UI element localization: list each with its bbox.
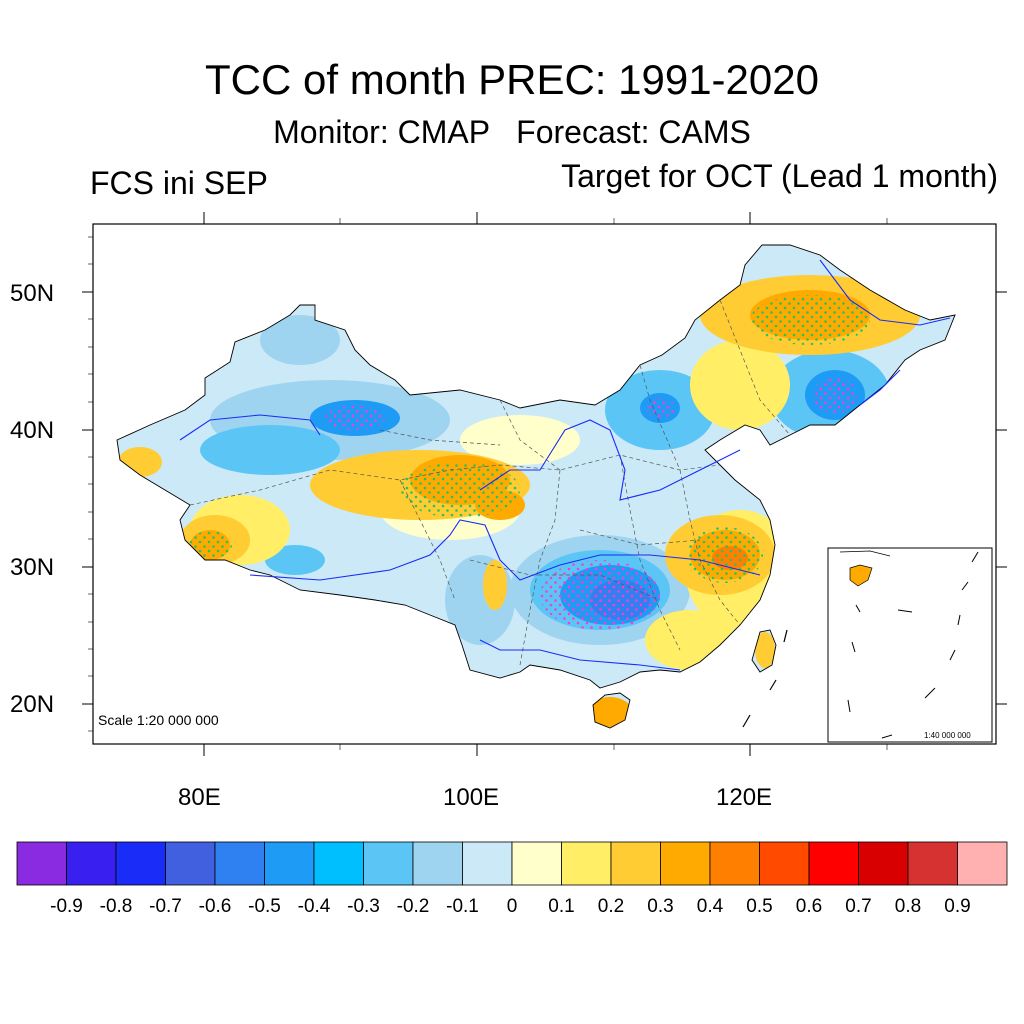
colorbar-box <box>264 841 315 886</box>
colorbar-box <box>165 841 216 886</box>
colorbar-box <box>709 841 760 886</box>
x-tick-label-100e: 100E <box>443 784 500 811</box>
colorbar-box <box>660 841 711 886</box>
colorbar-box <box>313 841 364 886</box>
colorbar-box <box>16 841 67 886</box>
colorbar-box <box>66 841 117 886</box>
init-label: FCS ini SEP <box>90 165 268 201</box>
map-title: TCC of month PREC: 1991-2020 <box>205 56 819 103</box>
colorbar-box <box>858 841 909 886</box>
colorbar-tick-label: -0.6 <box>198 896 232 917</box>
colorbar-box <box>462 841 513 886</box>
colorbar-tick-label: 0.3 <box>647 896 674 917</box>
colorbar-tick-label: -0.4 <box>297 896 331 917</box>
colorbar-tick-label: -0.2 <box>396 896 430 917</box>
colorbar-tick-label: 0.8 <box>894 896 922 917</box>
axis-ticks <box>82 212 1007 756</box>
colorbar-tick-label: -0.8 <box>99 896 133 917</box>
inset-map <box>839 550 979 739</box>
x-tick-label-120e: 120E <box>716 784 773 811</box>
colorbar-box <box>214 841 265 886</box>
main-scale-label: Scale 1:20 000 000 <box>98 712 219 728</box>
y-tick-label-20n: 20N <box>10 691 55 718</box>
colorbar-tick-label: 0.6 <box>795 896 823 917</box>
colorbar-tick-label: -0.5 <box>248 896 281 917</box>
colorbar-box <box>610 841 661 886</box>
map-subtitle: Monitor: CMAP Forecast: CAMS <box>273 114 751 150</box>
colorbar-box <box>759 841 810 886</box>
x-tick-label-80e: 80E <box>178 784 221 811</box>
y-tick-label-40n: 40N <box>10 417 55 444</box>
colorbar-tick-label: -0.1 <box>446 896 479 917</box>
colorbar-tick-label: 0.5 <box>746 896 773 917</box>
rivers <box>179 259 951 671</box>
y-tick-label-30n: 30N <box>10 554 55 581</box>
colorbar-box <box>808 841 859 886</box>
colorbar-tick-label: -0.3 <box>347 896 380 917</box>
axis-minor-ticks <box>88 218 888 750</box>
colorbar-tick-label: 0.1 <box>548 896 575 917</box>
colorbar-box <box>412 841 463 886</box>
colorbar-tick-label: -0.9 <box>50 896 83 917</box>
main-dashes <box>742 629 788 728</box>
colorbar-box <box>115 841 166 886</box>
colorbar-tick-label: 0.4 <box>696 896 724 917</box>
colorbar-tick-label: -0.7 <box>149 896 182 917</box>
colorbar-tick-label: 0.9 <box>944 896 971 917</box>
colorbar-tick-label: 0.2 <box>597 896 625 917</box>
target-label: Target for OCT (Lead 1 month) <box>561 158 998 194</box>
colorbar <box>16 841 1008 886</box>
inset-scale-label: 1:40 000 000 <box>924 731 971 740</box>
colorbar-tick-label: 0.7 <box>845 896 872 917</box>
y-tick-label-50n: 50N <box>10 280 55 307</box>
colorbar-box <box>561 841 612 886</box>
colorbar-box <box>957 841 1008 886</box>
colorbar-box <box>511 841 562 886</box>
colorbar-box <box>907 841 958 886</box>
colorbar-box <box>363 841 414 886</box>
country-outline <box>116 244 956 729</box>
colorbar-tick-label: 0 <box>506 896 518 917</box>
